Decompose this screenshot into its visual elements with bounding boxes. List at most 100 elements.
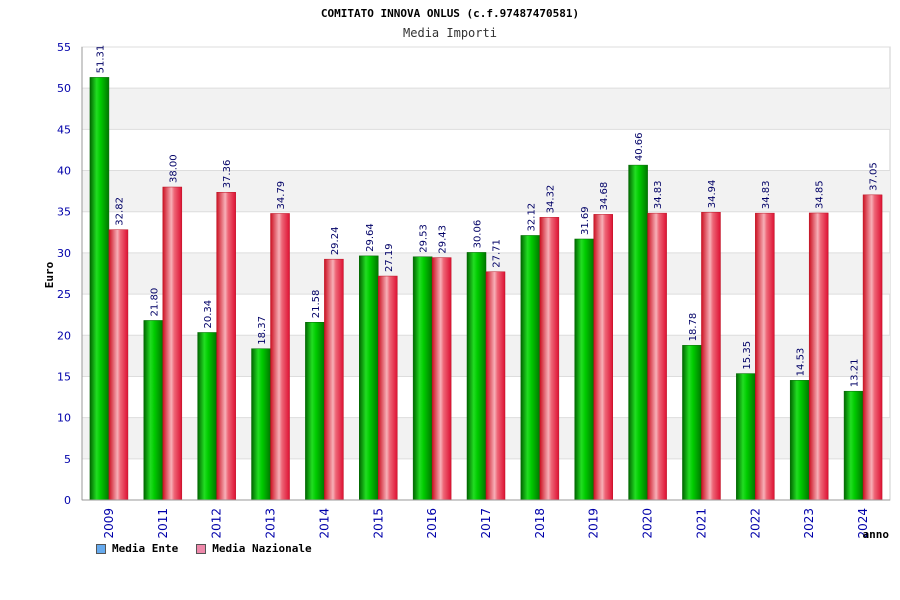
- x-tick-label-2020: 2020: [641, 508, 655, 539]
- x-tick-label-2012: 2012: [210, 508, 224, 539]
- data-label-media-nazionale-2019: 34.68: [599, 182, 610, 211]
- y-tick-label: 50: [57, 82, 71, 95]
- bar-media-ente-2013: [251, 348, 271, 501]
- legend-item-media-ente: Media Ente: [96, 542, 178, 555]
- data-label-media-nazionale-2020: 34.83: [653, 180, 664, 209]
- bar-media-ente-2009: [89, 77, 110, 501]
- bar-media-nazionale-2017: [485, 271, 506, 501]
- bar-media-ente-2012: [197, 332, 217, 501]
- bar-media-ente-2017: [466, 252, 487, 501]
- legend-swatch-media-nazionale: [196, 543, 207, 554]
- data-label-media-ente-2014: 21.58: [311, 290, 322, 319]
- x-tick-label-2011: 2011: [156, 508, 170, 539]
- bars: [89, 77, 883, 501]
- data-label-media-ente-2017: 30.06: [473, 220, 484, 249]
- bar-media-nazionale-2021: [701, 211, 721, 501]
- y-tick-label: 55: [57, 41, 71, 54]
- x-tick-label-2014: 2014: [317, 508, 331, 539]
- bar-media-nazionale-2018: [539, 217, 560, 501]
- data-label-media-ente-2016: 29.53: [419, 224, 430, 253]
- x-tick-label-2022: 2022: [748, 508, 762, 539]
- data-label-media-ente-2015: 29.64: [365, 223, 376, 252]
- y-tick-label: 5: [64, 453, 71, 466]
- x-tick-label-2016: 2016: [425, 508, 439, 539]
- data-label-media-nazionale-2015: 27.19: [384, 243, 395, 272]
- bar-media-nazionale-2020: [647, 212, 667, 501]
- data-label-media-ente-2013: 18.37: [257, 316, 268, 345]
- legend-label-media-ente: Media Ente: [112, 542, 179, 555]
- y-tick-label: 45: [57, 123, 71, 136]
- data-label-media-nazionale-2023: 34.85: [815, 180, 826, 209]
- legend-label-media-nazionale: Media Nazionale: [212, 542, 312, 555]
- x-tick-label-2021: 2021: [694, 508, 708, 539]
- data-label-media-nazionale-2011: 38.00: [168, 154, 179, 183]
- y-tick-label: 40: [57, 165, 71, 178]
- x-axis-label: anno: [863, 528, 890, 541]
- legend-item-media-nazionale: Media Nazionale: [196, 542, 312, 555]
- legend: Media Ente Media Nazionale: [96, 542, 312, 555]
- data-label-media-nazionale-2017: 27.71: [492, 239, 503, 268]
- data-label-media-nazionale-2021: 34.94: [707, 180, 718, 209]
- data-label-media-ente-2019: 31.69: [580, 206, 591, 235]
- bar-media-nazionale-2012: [216, 192, 236, 501]
- data-labels: 51.31 32.82 21.80 38.00 20.34 37.36 18.37 34.79…: [95, 45, 879, 387]
- legend-swatch-media-ente: [96, 543, 106, 554]
- data-label-media-nazionale-2018: 34.32: [545, 185, 556, 214]
- bar-media-nazionale-2011: [162, 186, 183, 501]
- y-axis-label: Euro: [43, 261, 56, 288]
- x-tick-label-2023: 2023: [802, 508, 816, 539]
- bar-media-ente-2021: [682, 345, 702, 501]
- data-label-media-ente-2022: 15.35: [742, 341, 753, 370]
- chart-subtitle: Media Importi: [403, 26, 497, 40]
- x-tick-label-2018: 2018: [533, 508, 547, 539]
- bar-media-ente-2018: [520, 235, 541, 501]
- data-label-media-nazionale-2013: 34.79: [276, 181, 287, 210]
- grid-band: [82, 88, 890, 130]
- bar-media-ente-2014: [305, 322, 325, 501]
- data-label-media-nazionale-2016: 29.43: [438, 225, 449, 254]
- data-label-media-nazionale-2024: 37.05: [869, 162, 880, 191]
- bar-media-nazionale-2014: [324, 258, 344, 501]
- axes: 0 5 10 15 20 25 30 35 40 45 50 55 2009 2011 2012 2013 20…: [57, 41, 890, 539]
- data-label-media-ente-2018: 32.12: [526, 203, 537, 232]
- bar-media-ente-2023: [789, 380, 810, 501]
- chart-title: COMITATO INNOVA ONLUS (c.f.97487470581): [321, 7, 579, 20]
- y-tick-label: 15: [57, 370, 71, 383]
- bar-media-nazionale-2023: [808, 212, 829, 501]
- data-label-media-ente-2009: 51.31: [95, 45, 106, 74]
- x-tick-label-2024: 2024: [856, 508, 870, 539]
- data-label-media-ente-2021: 18.78: [688, 313, 699, 342]
- x-tick-label-2009: 2009: [102, 508, 116, 539]
- bar-media-ente-2022: [736, 373, 756, 501]
- bar-media-nazionale-2009: [108, 229, 129, 501]
- bar-media-nazionale-2015: [378, 275, 398, 501]
- data-label-media-ente-2023: 14.53: [796, 348, 807, 377]
- x-tick-label-2019: 2019: [587, 508, 601, 539]
- data-label-media-ente-2020: 40.66: [634, 132, 645, 161]
- y-tick-label: 10: [57, 412, 71, 425]
- bar-media-nazionale-2022: [755, 212, 775, 501]
- bar-media-nazionale-2016: [431, 257, 452, 501]
- bar-media-ente-2016: [412, 256, 433, 501]
- bar-media-ente-2011: [143, 320, 164, 501]
- bar-media-ente-2019: [574, 238, 594, 501]
- data-label-media-ente-2011: 21.80: [149, 288, 160, 317]
- x-tick-label-2015: 2015: [371, 508, 385, 539]
- y-tick-label: 25: [57, 288, 71, 301]
- data-label-media-ente-2012: 20.34: [203, 300, 214, 329]
- y-tick-label: 0: [64, 494, 71, 507]
- data-label-media-nazionale-2009: 32.82: [114, 197, 125, 226]
- y-tick-label: 30: [57, 247, 71, 260]
- bar-media-nazionale-2013: [270, 213, 290, 501]
- x-tick-label-2013: 2013: [264, 508, 278, 539]
- data-label-media-nazionale-2014: 29.24: [330, 227, 341, 256]
- y-tick-label: 20: [57, 329, 71, 342]
- bar-media-nazionale-2024: [862, 194, 883, 501]
- y-tick-label: 35: [57, 206, 71, 219]
- data-label-media-nazionale-2022: 34.83: [761, 180, 772, 209]
- bar-media-nazionale-2019: [593, 214, 613, 501]
- bar-media-ente-2024: [843, 390, 864, 501]
- x-tick-label-2017: 2017: [479, 508, 493, 539]
- data-label-media-nazionale-2012: 37.36: [222, 160, 233, 189]
